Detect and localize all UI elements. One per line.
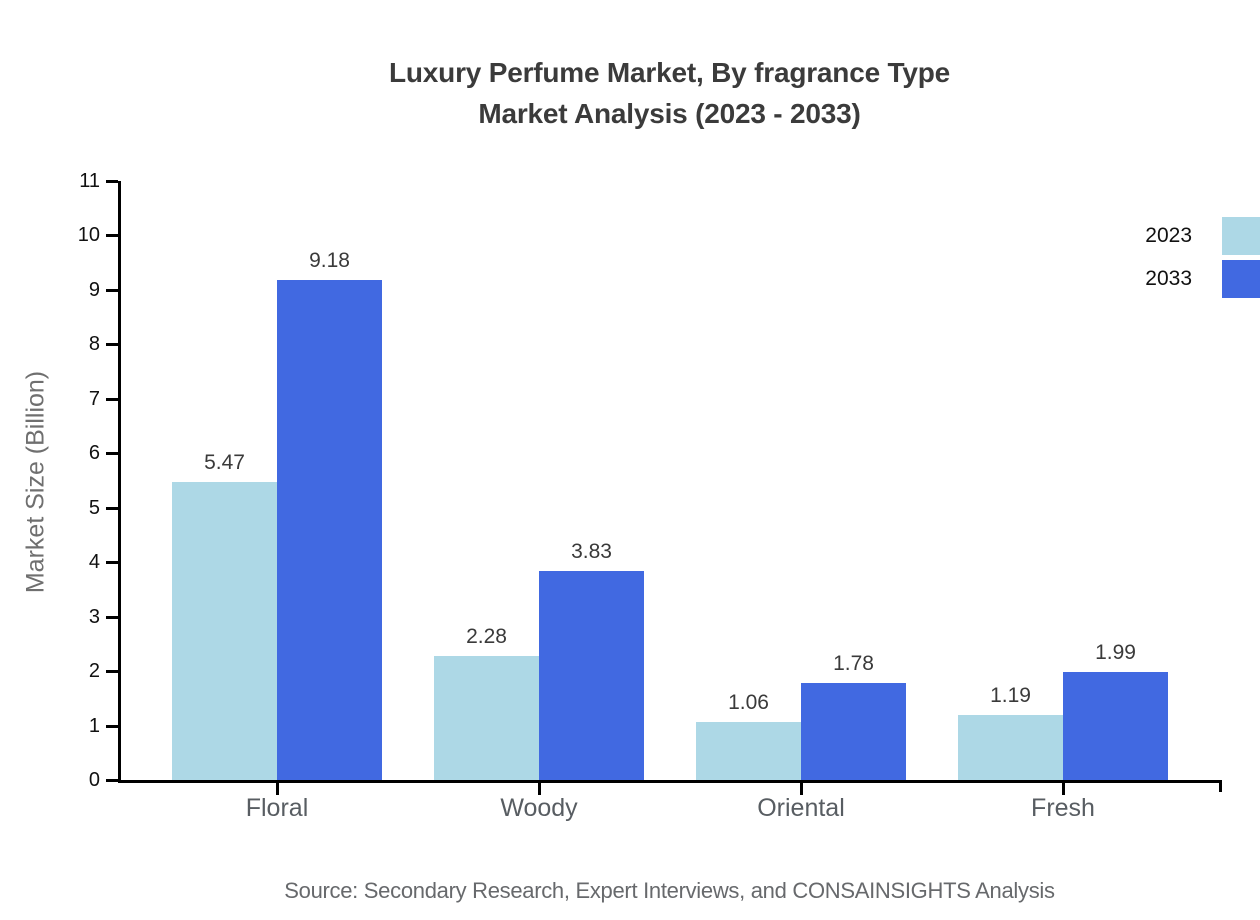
chart-title-line1: Luxury Perfume Market, By fragrance Type — [388, 57, 950, 88]
x-axis-end-tick — [1219, 780, 1222, 792]
y-tick-mark — [106, 234, 118, 238]
legend-swatch — [1222, 217, 1260, 255]
bar-2023-woody — [434, 655, 539, 780]
chart-title-line2: Market Analysis (2023 - 2033) — [478, 98, 861, 129]
y-tick-mark — [106, 397, 118, 401]
bar-value-label: 9.18 — [309, 249, 350, 273]
y-tick-mark — [106, 343, 118, 347]
x-category-label-fresh: Fresh — [1031, 794, 1095, 822]
bar-2033-fresh — [1063, 671, 1168, 780]
source-note: Source: Secondary Research, Expert Inter… — [284, 878, 1055, 903]
bar-value-label: 5.47 — [204, 451, 245, 475]
bar-value-label: 1.06 — [728, 691, 769, 715]
x-category-label-woody: Woody — [500, 794, 578, 822]
bar-2033-floral — [277, 280, 382, 780]
x-axis-line — [118, 780, 1222, 783]
bar-value-label: 1.78 — [833, 652, 874, 676]
bar-2023-floral — [172, 482, 277, 780]
bar-2023-oriental — [696, 722, 801, 780]
x-tick-mark — [538, 783, 541, 795]
y-tick-mark — [106, 561, 118, 565]
y-tick-mark — [106, 779, 118, 782]
bar-2033-oriental — [801, 683, 906, 780]
y-tick-label: 2 — [88, 660, 100, 683]
y-axis-line — [118, 181, 121, 783]
y-tick-label: 11 — [79, 170, 100, 192]
legend-label: 2033 — [1145, 267, 1192, 290]
legend-swatch — [1222, 260, 1260, 298]
y-tick-mark — [106, 615, 118, 619]
bar-2023-fresh — [958, 715, 1063, 780]
x-tick-mark — [1062, 783, 1065, 795]
x-tick-mark — [800, 783, 803, 795]
legend: 2023 2033 — [1142, 217, 1260, 303]
y-tick-label: 5 — [88, 496, 100, 519]
y-tick-label: 3 — [88, 605, 100, 628]
legend-item-2033: 2033 — [1142, 260, 1260, 298]
bar-value-label: 2.28 — [466, 624, 507, 648]
y-tick-label: 9 — [88, 278, 100, 301]
x-category-label-oriental: Oriental — [757, 794, 845, 822]
bar-value-label: 3.83 — [571, 540, 612, 564]
y-tick-mark — [106, 288, 118, 292]
legend-item-2023: 2023 — [1142, 217, 1260, 255]
y-tick-mark — [106, 724, 118, 728]
y-tick-label: 0 — [88, 769, 100, 791]
y-tick-mark — [106, 452, 118, 456]
y-tick-mark — [106, 180, 118, 183]
y-tick-label: 10 — [77, 224, 100, 247]
y-tick-mark — [106, 670, 118, 674]
x-tick-mark — [276, 783, 279, 795]
bar-value-label: 1.19 — [990, 684, 1031, 708]
y-tick-label: 8 — [88, 333, 100, 356]
bar-value-label: 1.99 — [1095, 640, 1136, 664]
y-tick-mark — [106, 506, 118, 510]
y-tick-label: 6 — [88, 442, 100, 465]
y-tick-label: 1 — [88, 714, 100, 737]
bar-2033-woody — [539, 571, 644, 780]
y-tick-label: 7 — [88, 387, 100, 410]
legend-label: 2023 — [1145, 224, 1192, 247]
x-category-label-floral: Floral — [245, 794, 309, 822]
y-tick-label: 4 — [88, 551, 100, 574]
chart-title: Luxury Perfume Market, By fragrance Type… — [118, 52, 1221, 134]
